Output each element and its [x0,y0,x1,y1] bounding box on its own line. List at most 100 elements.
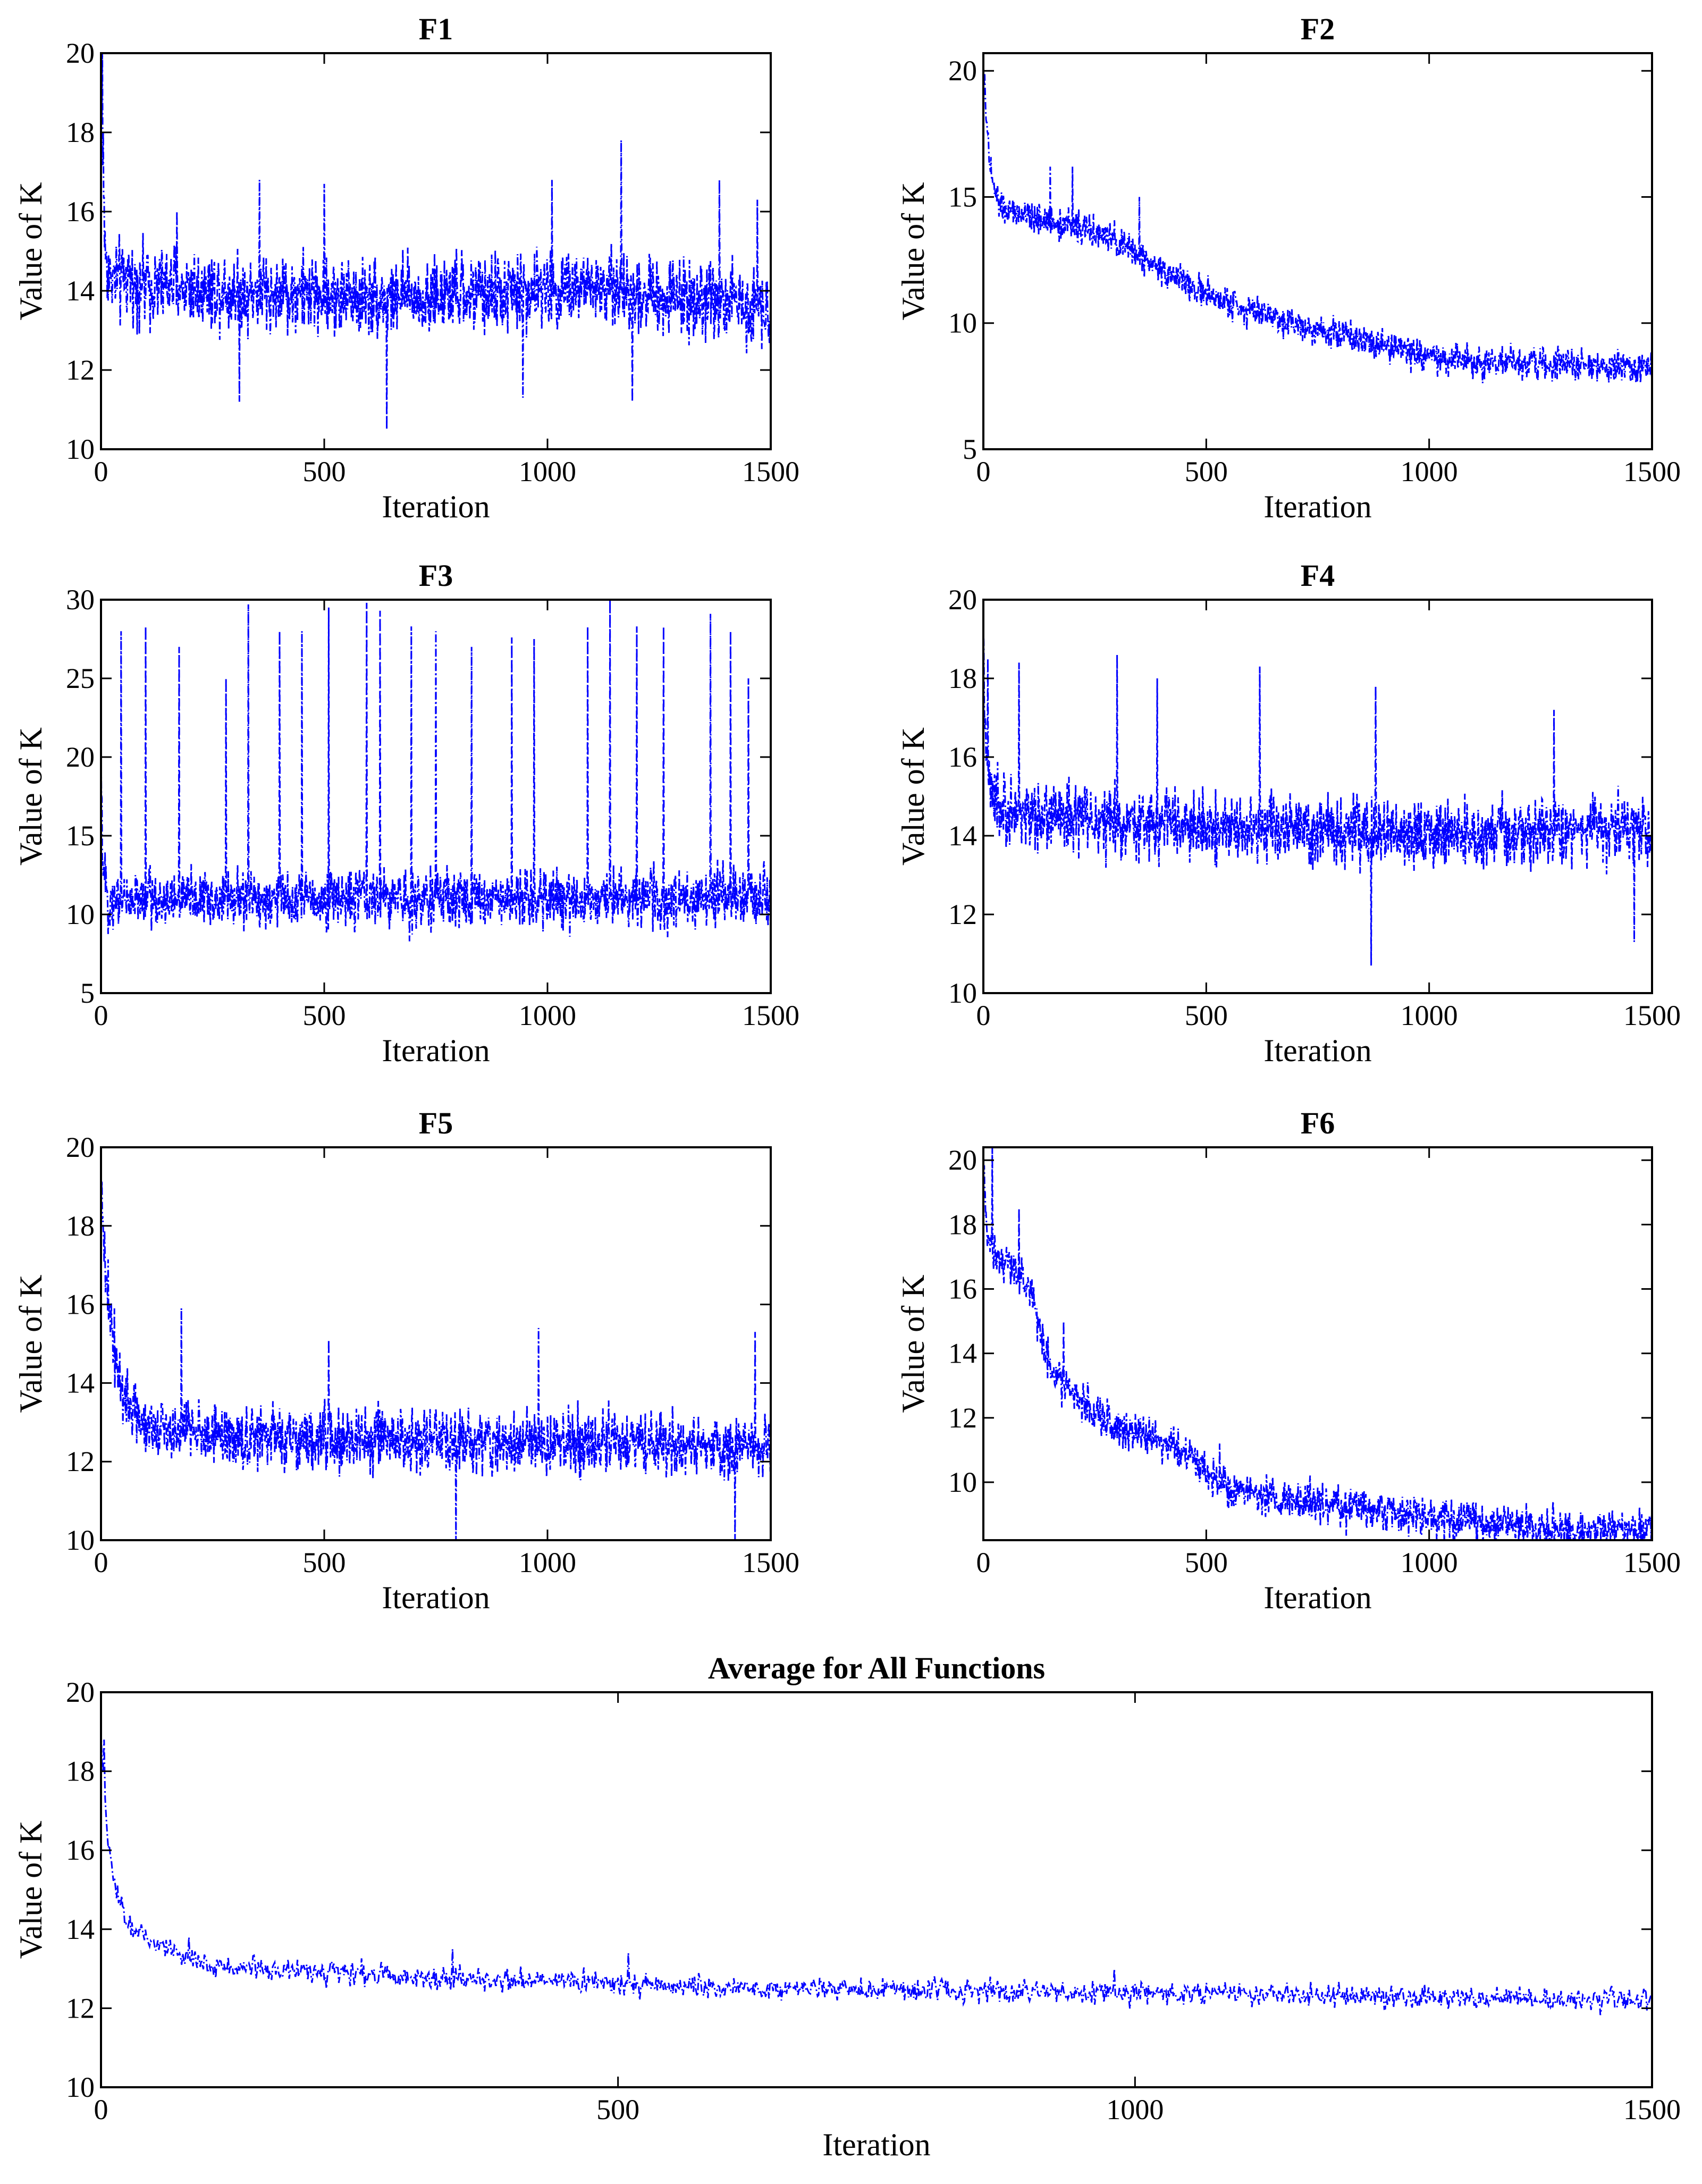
chart-panel-6: 0 500 1000 1500 10 12 14 16 18 20 F6 Iteration Value… [896,1106,1681,1615]
x-tick-label: 0 [94,1547,108,1578]
chart-title: F4 [1301,558,1335,593]
x-tick-label: 1500 [1623,2094,1681,2126]
y-tick-label: 10 [66,898,95,930]
x-tick-label: 500 [596,2094,639,2126]
y-tick-label: 18 [66,1755,95,1787]
x-tick-label: 0 [94,999,108,1031]
y-tick-label: 18 [66,1210,95,1242]
chart-title: F1 [419,12,453,46]
chart-panel-4: 0 500 1000 1500 10 12 14 16 18 20 F4 Iteration Value… [896,558,1681,1068]
y-axis-label: Value of K [13,1275,48,1413]
y-tick-label: 20 [948,1144,977,1176]
y-tick-label: 10 [66,433,95,465]
y-tick-label: 30 [66,584,95,616]
y-axis-label: Value of K [13,182,48,321]
x-axis-label: Iteration [1263,489,1371,524]
x-tick-label: 1500 [1623,456,1681,488]
y-tick-label: 20 [66,1131,95,1163]
y-tick-label: 5 [963,433,977,465]
x-tick-label: 1000 [519,456,576,488]
x-tick-label: 1500 [742,456,799,488]
x-tick-label: 0 [976,1547,991,1578]
y-tick-label: 10 [948,977,977,1009]
chart-panel-3: 0 500 1000 1500 5 10 15 20 25 30 F3 Iteration Value … [13,558,799,1068]
y-tick-label: 5 [80,977,95,1009]
chart-panel-1: 0 500 1000 1500 10 12 14 16 18 20 F1 Iteration Value… [13,12,799,524]
chart-title: F2 [1301,12,1335,46]
y-tick-label: 12 [66,354,95,386]
x-tick-label: 0 [976,456,991,488]
y-tick-label: 12 [948,1402,977,1434]
axes-frame [100,1146,772,1541]
x-tick-label: 1500 [742,1547,799,1578]
x-tick-label: 1000 [519,999,576,1031]
y-tick-label: 16 [66,1834,95,1866]
x-tick-label: 1000 [519,1547,576,1578]
y-tick-label: 14 [948,820,977,852]
axes-frame [100,599,772,994]
y-tick-label: 14 [948,1338,977,1370]
y-tick-label: 20 [66,37,95,69]
chart-title: F6 [1301,1106,1335,1140]
y-tick-label: 16 [66,196,95,228]
y-tick-label: 15 [948,181,977,213]
y-tick-label: 10 [66,1524,95,1556]
x-tick-label: 1000 [1106,2094,1164,2126]
y-axis-label: Value of K [13,727,48,866]
y-axis-label: Value of K [896,182,931,321]
series-line-k [101,1731,1652,2015]
series-line-k [983,64,1652,383]
x-tick-label: 1500 [742,999,799,1031]
y-tick-label: 18 [66,116,95,148]
y-axis-label: Value of K [13,1821,48,1959]
x-axis-label: Iteration [382,1580,490,1615]
axes-frame [982,1146,1653,1541]
x-axis-label: Iteration [382,1033,490,1068]
y-tick-label: 20 [66,741,95,773]
y-tick-label: 14 [66,275,95,307]
axes-frame [982,599,1653,994]
y-tick-label: 20 [66,1676,95,1708]
y-tick-label: 10 [66,2071,95,2103]
chart-panel-7: 0 500 1000 1500 10 12 14 16 18 20 Average for All … [13,1651,1681,2162]
y-tick-label: 18 [948,1208,977,1240]
y-tick-label: 25 [66,662,95,694]
x-tick-label: 500 [303,456,346,488]
x-axis-label: Iteration [1263,1033,1371,1068]
y-tick-label: 15 [66,820,95,852]
series-line-k [983,624,1652,966]
y-tick-label: 10 [948,1466,977,1498]
x-tick-label: 0 [94,2094,108,2126]
x-axis-label: Iteration [1263,1580,1371,1615]
y-axis-label: Value of K [896,727,931,866]
x-tick-label: 1500 [1623,999,1681,1031]
y-tick-label: 12 [66,1992,95,2024]
chart-title: F3 [419,558,453,593]
series-line-k [983,1147,1652,1540]
x-tick-label: 500 [1185,999,1228,1031]
y-tick-label: 14 [66,1367,95,1399]
series-line-k [101,53,771,430]
chart-title: Average for All Functions [708,1651,1045,1685]
y-tick-label: 16 [66,1289,95,1321]
chart-panel-2: 0 500 1000 1500 5 10 15 20 F2 Iteration Value of K [896,12,1681,524]
axes-frame [100,1691,1653,2088]
y-tick-label: 18 [948,662,977,694]
series-line-k [101,600,771,942]
x-axis-label: Iteration [822,2127,930,2162]
y-tick-label: 20 [948,584,977,616]
chart-panel-5: 0 500 1000 1500 10 12 14 16 18 20 F5 Iteration Value… [13,1106,799,1615]
y-axis-label: Value of K [896,1275,931,1413]
x-tick-label: 1500 [1623,1547,1681,1578]
y-tick-label: 10 [948,307,977,339]
x-tick-label: 500 [1185,456,1228,488]
x-axis-label: Iteration [382,489,490,524]
y-tick-label: 16 [948,741,977,773]
y-tick-label: 12 [66,1446,95,1477]
x-tick-label: 500 [1185,1547,1228,1578]
x-tick-label: 500 [303,1547,346,1578]
x-tick-label: 0 [976,999,991,1031]
series-line-k [101,1171,771,1540]
y-tick-label: 20 [948,55,977,87]
